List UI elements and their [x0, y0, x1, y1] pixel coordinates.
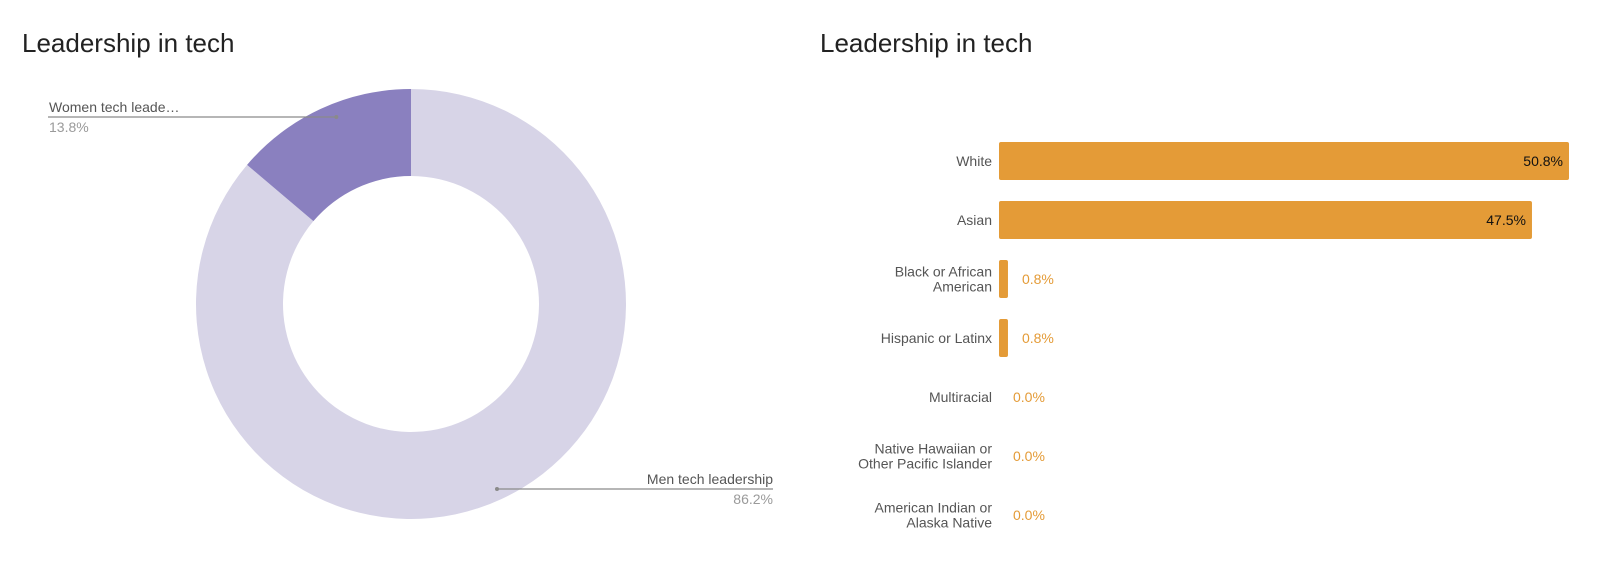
bar-category-label: Alaska Native: [906, 515, 992, 531]
bar-value-label: 0.0%: [1013, 389, 1045, 405]
men-callout-label: Men tech leadership: [647, 471, 773, 487]
bar-chart: White 50.8%Asian 47.5%Black or AfricanAmer…: [858, 142, 1569, 531]
bar: [999, 319, 1008, 357]
bar: [999, 201, 1532, 239]
bar-category-label: Native Hawaiian or: [875, 441, 993, 457]
bar-category-label: Asian: [957, 212, 992, 228]
bar-value-label: 0.0%: [1013, 507, 1045, 523]
bar-category-label: American: [933, 279, 992, 295]
bar-value-label: 0.0%: [1013, 448, 1045, 464]
bar-value-label: 50.8%: [1523, 153, 1563, 169]
bar-category-label: Hispanic or Latinx: [881, 330, 992, 346]
bar-value-label: 0.8%: [1022, 330, 1054, 346]
bar: [999, 142, 1569, 180]
women-callout-label: Women tech leade…: [49, 99, 179, 115]
bar-value-label: 47.5%: [1486, 212, 1526, 228]
bar-category-label: Multiracial: [929, 389, 992, 405]
men-callout-dot: [495, 487, 499, 491]
bar-category-label: Other Pacific Islander: [858, 456, 992, 472]
bar: [999, 260, 1008, 298]
donut-slice-women: [247, 89, 411, 222]
bar-category-label: Black or African: [895, 264, 992, 280]
men-callout-value: 86.2%: [733, 491, 773, 507]
bar-value-label: 0.8%: [1022, 271, 1054, 287]
donut-slice-men: [196, 89, 626, 519]
bar-category-label: American Indian or: [874, 500, 992, 516]
donut-chart: Women tech leade… 13.8% Men tech leadershi…: [48, 89, 773, 519]
bar-chart-title: Leadership in tech: [820, 28, 1033, 58]
bar-category-label: White: [956, 153, 992, 169]
donut-chart-title: Leadership in tech: [22, 28, 235, 58]
women-callout-value: 13.8%: [49, 119, 89, 135]
women-callout-dot: [334, 115, 339, 119]
